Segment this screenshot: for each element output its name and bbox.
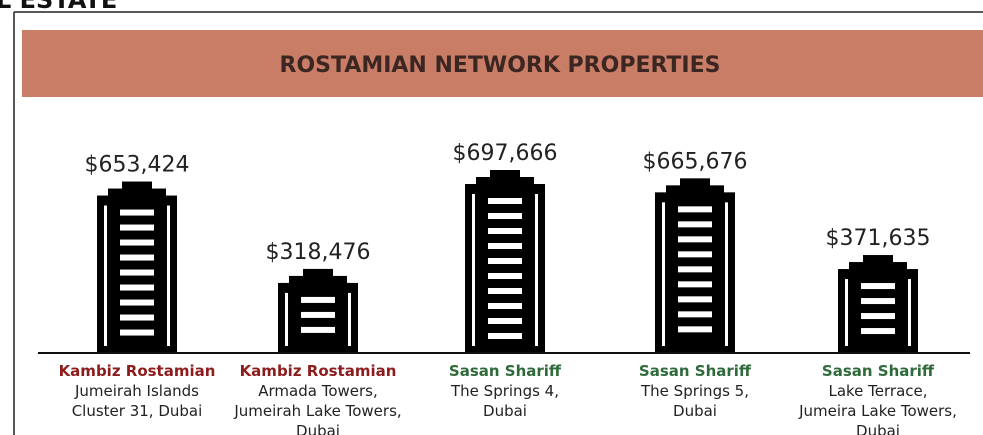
building-stripe xyxy=(725,202,728,346)
building-window xyxy=(678,221,712,228)
building-window xyxy=(488,198,522,204)
building-roof xyxy=(666,185,724,194)
building-window xyxy=(678,251,712,258)
address-line: The Springs 4, xyxy=(450,382,559,400)
building-stripe xyxy=(908,279,911,346)
address-line: Dubai xyxy=(483,402,527,420)
building-window xyxy=(120,269,154,276)
building-window xyxy=(861,328,895,335)
building-roof xyxy=(849,262,907,271)
building-window xyxy=(120,209,154,216)
building xyxy=(465,170,545,352)
building-window xyxy=(678,266,712,273)
address-line: Dubai xyxy=(296,422,340,435)
building-window xyxy=(301,326,335,333)
agent-name: Kambiz Rostamian xyxy=(59,362,216,380)
building-stripe xyxy=(348,292,351,346)
building-window xyxy=(120,299,154,306)
address-line: Cluster 31, Dubai xyxy=(72,402,203,420)
building-window xyxy=(488,228,522,234)
building-window xyxy=(488,318,522,324)
bar xyxy=(838,269,918,352)
building-window xyxy=(678,281,712,288)
building-roof xyxy=(863,255,893,264)
building-roof xyxy=(289,275,347,284)
building-roof xyxy=(680,178,710,187)
address-line: Jumeira Lake Towers, xyxy=(798,402,957,420)
building-stripe xyxy=(535,194,538,346)
building-window xyxy=(861,298,895,305)
value-label: $318,476 xyxy=(266,240,371,265)
building xyxy=(655,178,735,352)
building-window xyxy=(488,258,522,264)
building-window xyxy=(861,313,895,320)
building-window xyxy=(301,296,335,303)
building xyxy=(838,255,918,352)
building-roof xyxy=(490,170,520,178)
building-window xyxy=(120,239,154,246)
value-label: $665,676 xyxy=(643,149,748,174)
value-label: $371,635 xyxy=(826,226,931,251)
building-window xyxy=(301,311,335,318)
building-stripe xyxy=(167,205,170,346)
building-window xyxy=(678,296,712,303)
building-roof xyxy=(303,268,333,277)
bar xyxy=(465,184,545,352)
building-window xyxy=(861,283,895,290)
building-roof xyxy=(108,188,166,197)
building-window xyxy=(120,329,154,336)
agent-name: Kambiz Rostamian xyxy=(240,362,397,380)
address-line: The Springs 5, xyxy=(640,382,749,400)
value-label: $697,666 xyxy=(453,141,558,166)
agent-name: Sasan Shariff xyxy=(639,362,752,380)
title-banner xyxy=(22,30,983,97)
building-window xyxy=(488,288,522,294)
building-window xyxy=(120,254,154,261)
building-window xyxy=(678,236,712,243)
address-line: Lake Terrace, xyxy=(828,382,927,400)
building-roof xyxy=(476,177,534,185)
building-window xyxy=(488,213,522,219)
building-stripe xyxy=(104,205,107,346)
address-line: Jumeirah Lake Towers, xyxy=(233,402,401,420)
building-window xyxy=(678,326,712,333)
building-window xyxy=(120,284,154,291)
address-line: Dubai xyxy=(673,402,717,420)
value-label: $653,424 xyxy=(85,153,190,178)
address-line: Dubai xyxy=(856,422,900,435)
chart-title: ROSTAMIAN NETWORK PROPERTIES xyxy=(280,53,721,78)
agent-name: Sasan Shariff xyxy=(822,362,935,380)
building xyxy=(278,268,358,352)
building-stripe xyxy=(472,194,475,346)
header-fragment: L ESTATE xyxy=(0,0,117,14)
building-window xyxy=(488,273,522,279)
building-window xyxy=(678,206,712,213)
address-line: Armada Towers, xyxy=(258,382,378,400)
building xyxy=(97,181,177,352)
building-stripe xyxy=(662,202,665,346)
agent-name: Sasan Shariff xyxy=(449,362,562,380)
address-line: Jumeirah Islands xyxy=(74,382,199,400)
building-stripe xyxy=(845,279,848,346)
building-stripe xyxy=(285,292,288,346)
building-window xyxy=(488,303,522,309)
building-roof xyxy=(122,181,152,190)
building-window xyxy=(678,311,712,318)
building-window xyxy=(488,243,522,249)
building-window xyxy=(120,314,154,321)
building-window xyxy=(120,224,154,231)
building-window xyxy=(488,333,522,339)
